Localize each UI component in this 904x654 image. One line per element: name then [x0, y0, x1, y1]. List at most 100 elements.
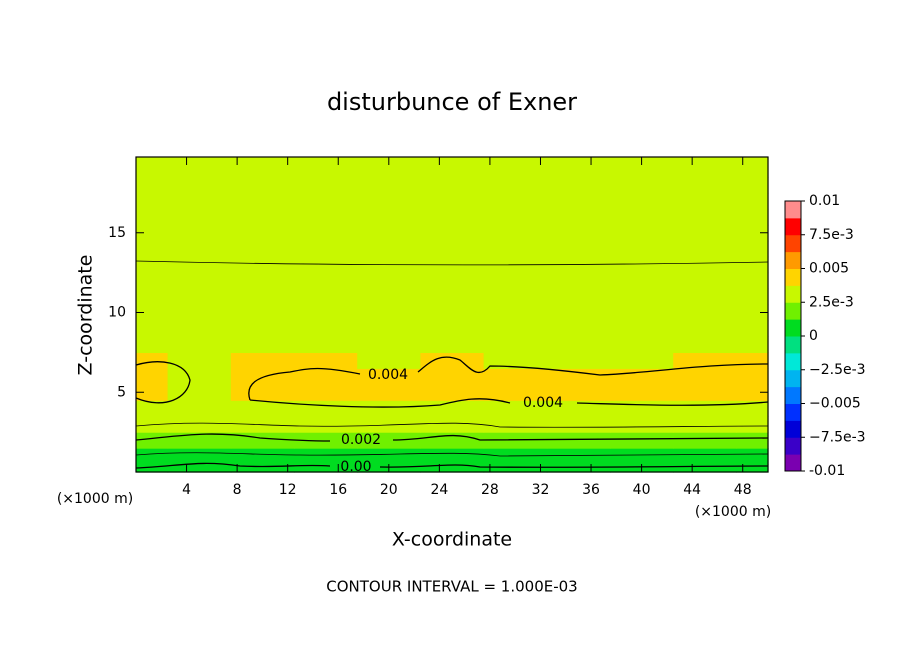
- field-cell: [420, 224, 485, 242]
- field-cell: [420, 304, 485, 322]
- field-cell: [673, 384, 737, 401]
- field-cell: [420, 352, 485, 369]
- field-cell: [610, 288, 674, 306]
- x-tick-label: 48: [734, 482, 752, 498]
- colorbar-tick-label: −7.5e-3: [809, 429, 866, 445]
- field-cell: [230, 432, 295, 449]
- field-cell: [736, 368, 769, 385]
- field-cell: [673, 192, 737, 210]
- field-cell: [136, 432, 169, 449]
- field-cell: [136, 448, 169, 465]
- field-cell: [167, 288, 232, 306]
- field-cell: [357, 368, 421, 385]
- field-cell: [357, 240, 421, 258]
- field-cell: [736, 288, 769, 306]
- field-cell: [230, 192, 295, 210]
- x-tick-label: 44: [683, 482, 701, 498]
- field-cell: [483, 384, 548, 401]
- field-cell: [610, 400, 674, 417]
- field-cell: [736, 416, 769, 433]
- field-cell: [736, 464, 769, 473]
- field-cell: [167, 157, 232, 178]
- field-cell: [420, 400, 485, 417]
- field-cell: [673, 157, 737, 178]
- colorbar-tick-label: -0.01: [809, 463, 845, 479]
- colorbar-tick-label: 2.5e-3: [809, 294, 854, 310]
- x-tick-label: 4: [182, 482, 191, 498]
- field-cell: [167, 272, 232, 290]
- field-cell: [673, 256, 737, 274]
- field-cell: [673, 176, 737, 194]
- field-cell: [230, 304, 295, 322]
- field-cell: [167, 400, 232, 417]
- field-cell: [136, 272, 169, 290]
- colorbar-band: [785, 454, 801, 472]
- colorbar-band: [785, 285, 801, 303]
- field-cell: [736, 352, 769, 369]
- colorbar-band: [785, 403, 801, 421]
- field-cell: [357, 400, 421, 417]
- field-cell: [294, 224, 358, 242]
- contour-line: [135, 433, 769, 442]
- field-cell: [420, 157, 485, 178]
- field-cell: [673, 208, 737, 226]
- field-cell: [357, 288, 421, 306]
- field-cell: [610, 256, 674, 274]
- contour-lines: [135, 260, 769, 469]
- field-cell: [420, 416, 485, 433]
- field-cell: [357, 304, 421, 322]
- field-cell: [294, 272, 358, 290]
- colorbar-band: [785, 352, 801, 371]
- field-cell: [136, 157, 169, 178]
- field-cell: [167, 432, 232, 449]
- field-cell: [610, 208, 674, 226]
- field-cell: [357, 157, 421, 178]
- field-cell: [136, 336, 169, 353]
- field-cell: [136, 384, 169, 401]
- x-tick-label: 12: [279, 482, 297, 498]
- colorbar-band: [785, 201, 801, 219]
- y-tick-label: 10: [108, 305, 126, 321]
- field-cell: [136, 288, 169, 306]
- field-cell: [673, 240, 737, 258]
- field-cell: [230, 176, 295, 194]
- field-cell: [483, 272, 548, 290]
- field-cell: [167, 416, 232, 433]
- field-cell: [136, 352, 169, 369]
- x-unit-label: (×1000 m): [695, 504, 771, 520]
- field-cell: [230, 352, 295, 369]
- field-cell: [230, 157, 295, 178]
- field-cell: [673, 272, 737, 290]
- field-cell: [167, 176, 232, 194]
- field-cell: [546, 464, 611, 473]
- field-cell: [736, 272, 769, 290]
- field-cell: [230, 384, 295, 401]
- field-cell: [546, 384, 611, 401]
- x-unit-label: (×1000 m): [57, 491, 133, 507]
- contour-line: [135, 260, 769, 266]
- colorbar-band: [785, 319, 801, 337]
- field-cell: [673, 416, 737, 433]
- field-cell: [736, 240, 769, 258]
- field-cell: [167, 208, 232, 226]
- field-cell: [546, 272, 611, 290]
- y-tick-label: 5: [117, 384, 126, 400]
- contour-line: [135, 422, 769, 428]
- field-cell: [136, 400, 169, 417]
- x-tick-label: 8: [233, 482, 242, 498]
- colorbar-band: [785, 217, 801, 236]
- field-cell: [610, 368, 674, 385]
- field-cell: [483, 304, 548, 322]
- contour-label: 0.00: [340, 459, 371, 475]
- y-axis-label: Z-coordinate: [75, 255, 97, 376]
- field-cell: [357, 448, 421, 465]
- field-cell: [673, 352, 737, 369]
- field-cell: [136, 368, 169, 385]
- field-cell: [230, 272, 295, 290]
- contour-line: [248, 356, 769, 401]
- colorbar-tick-label: 0.01: [809, 193, 840, 209]
- colorbar-band: [785, 268, 801, 286]
- x-tick-label: 28: [481, 482, 499, 498]
- field-cell: [294, 352, 358, 369]
